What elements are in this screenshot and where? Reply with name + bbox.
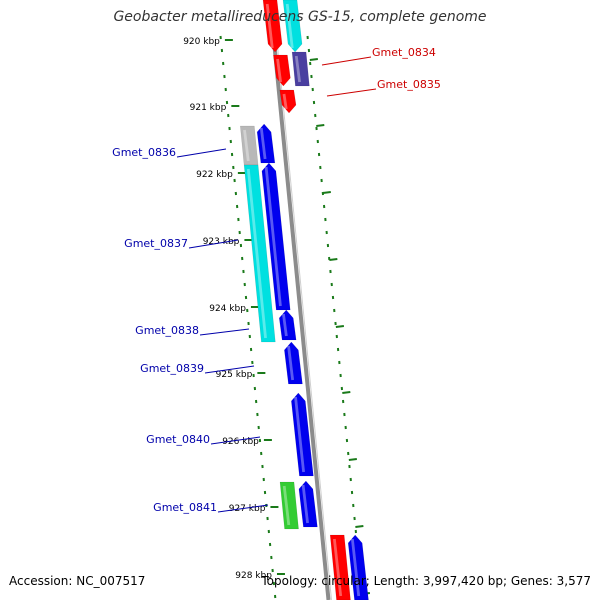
kbp-tick-mark-right (316, 124, 325, 127)
gene-gmet-0837-shadow (243, 164, 276, 343)
gene-gmet-0834-partner-block (282, 0, 303, 53)
gene-gmet-0839-arrow-shine (287, 345, 295, 381)
kbp-tick-label: 920 kbp (183, 37, 220, 47)
gene-label-gmet-0840: Gmet_0840 (146, 433, 210, 446)
gene-bottom-blue-shine (350, 538, 361, 597)
gene-gmet-0835-arrow-shine (282, 93, 288, 110)
gene-gmet-0834-partner-block-shine (285, 3, 294, 49)
gene-gmet-0836-shadow-shine (243, 129, 250, 162)
gene-callout-line-gmet-0836 (176, 148, 227, 158)
gene-gmet-0834-block-shine (265, 3, 274, 49)
gene-bottom-red (329, 534, 351, 600)
gene-label-gmet-0837: Gmet_0837 (124, 237, 188, 250)
kbp-tick-mark-right (348, 458, 357, 461)
gene-label-gmet-0839: Gmet_0839 (140, 362, 204, 375)
kbp-tick-mark-right (309, 58, 318, 61)
gene-gmet-0837-shadow-shine (246, 168, 267, 339)
gene-gmet-0837-arrow (261, 162, 291, 311)
gene-gmet-0835-arrow (279, 89, 297, 114)
gene-bottom-red-shine (332, 538, 343, 597)
kbp-tick-label: 923 kbp (203, 237, 240, 247)
gene-callout-line-gmet-0834 (321, 56, 372, 66)
gene-label-gmet-0841: Gmet_0841 (153, 501, 217, 514)
gene-gmet-0836-arrow-shine (259, 127, 267, 160)
gene-callout-line-gmet-0840 (210, 436, 261, 445)
kbp-tick-mark-right (322, 191, 331, 194)
accession-label: Accession: NC_007517 (9, 574, 146, 588)
gene-gmet-0841-arrow (298, 480, 318, 528)
kbp-tick-mark-right (342, 391, 351, 394)
gene-label-gmet-0835: Gmet_0835 (377, 78, 441, 91)
gene-gmet-0838-arrow-shine (282, 313, 288, 337)
gene-gmet-0840-arrow-shine (294, 396, 306, 473)
gene-gmet-0840-arrow (291, 392, 314, 477)
gene-gmet-0837-arrow-shine (264, 166, 282, 307)
kbp-tick-mark-right (355, 525, 364, 528)
gene-callout-line-gmet-0839 (204, 365, 255, 374)
kbp-tick-label: 921 kbp (190, 103, 227, 113)
gene-label-gmet-0834: Gmet_0834 (372, 46, 436, 59)
gene-callout-line-gmet-0835 (326, 88, 377, 97)
gene-gmet-0834-block (262, 0, 283, 53)
gene-label-gmet-0838: Gmet_0838 (135, 324, 199, 337)
kbp-tick-mark-right (335, 325, 345, 328)
gene-gmet-0835-block (291, 51, 310, 87)
gene-gmet-0841-partner (279, 481, 299, 530)
kbp-tick-label: 927 kbp (229, 504, 266, 514)
genome-backbone (268, 0, 331, 600)
kbp-tick-mark-right (329, 258, 338, 261)
gene-gmet-0836-arrow (256, 123, 276, 164)
gene-gmet-0834-arrow-shine (276, 58, 282, 83)
genome-summary: Topology: circular; Length: 3,997,420 bp… (261, 574, 591, 588)
gene-callout-line-gmet-0841 (217, 504, 269, 513)
gene-callout-line-gmet-0837 (188, 239, 239, 249)
gene-gmet-0834-arrow (273, 54, 291, 87)
kbp-tick-label: 922 kbp (196, 170, 233, 180)
kbp-tick-label: 924 kbp (209, 304, 246, 314)
gene-bottom-blue (347, 534, 369, 600)
kbp-tick-label: 928 kbp (235, 571, 272, 581)
gene-gmet-0841-partner-shine (282, 485, 291, 526)
gene-gmet-0839-arrow (284, 341, 303, 385)
kbp-tick-label: 925 kbp (216, 370, 253, 380)
gene-gmet-0841-arrow-shine (301, 484, 309, 524)
genome-title: Geobacter metallireducens GS-15, complet… (113, 9, 487, 25)
gene-callout-line-gmet-0838 (199, 328, 250, 336)
gene-gmet-0835-block-shine (294, 55, 301, 83)
gene-label-gmet-0836: Gmet_0836 (112, 146, 176, 159)
kbp-tick-label: 926 kbp (222, 437, 259, 447)
gene-gmet-0838-arrow (278, 309, 297, 341)
